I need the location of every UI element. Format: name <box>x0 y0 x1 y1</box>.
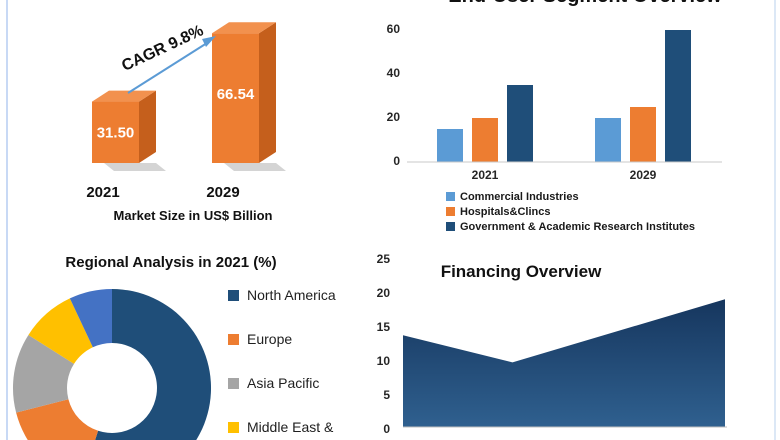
bar-side-face <box>139 90 156 163</box>
y-tick-label: 20 <box>386 110 400 124</box>
market-size-svg: 31.50 66.54 <box>92 22 286 171</box>
legend-item: North America <box>228 287 336 303</box>
y-tick-label: 5 <box>383 388 390 402</box>
cagr-arrow-head <box>202 36 216 47</box>
grouped-bar <box>472 118 498 162</box>
bar-value-label: 31.50 <box>97 125 135 142</box>
legend-label: Commercial Industries <box>460 190 579 203</box>
legend-item: Europe <box>228 331 292 347</box>
end-user-svg <box>407 30 722 163</box>
regional-title: Regional Analysis in 2021 (%) <box>65 254 277 271</box>
bar-top-face <box>92 90 156 102</box>
donut-slice <box>28 298 93 364</box>
grouped-bar <box>630 107 656 162</box>
legend-swatch <box>228 421 239 433</box>
grouped-bar <box>507 85 533 162</box>
y-tick-label: 0 <box>393 154 400 168</box>
end-user-legend: Commercial Industries Hospitals&Clincs Gov… <box>446 189 695 234</box>
cagr-arrow <box>127 42 208 94</box>
financing-area-svg <box>403 299 727 428</box>
financing-title: Financing Overview <box>440 262 602 281</box>
legend-item: Government & Academic Research Institute… <box>446 219 695 234</box>
bar-shadow <box>224 163 286 171</box>
bar-value-label: 66.54 <box>217 86 255 103</box>
legend-item: Commercial Industries <box>446 189 695 204</box>
legend-label: Hospitals&Clincs <box>460 205 551 218</box>
legend-label: Middle East & <box>247 419 334 435</box>
y-tick-label: 25 <box>376 252 390 266</box>
legend-label: North America <box>247 287 336 303</box>
y-tick-label: 20 <box>376 286 390 300</box>
legend-item: Middle East & <box>228 419 333 435</box>
grouped-bar <box>437 129 463 162</box>
end-user-category-labels: 2021 2029 <box>405 168 725 184</box>
end-user-title: End-User Segment Overview <box>425 0 745 8</box>
right-border-line <box>774 0 776 440</box>
area-fill <box>403 299 725 427</box>
legend-swatch <box>228 289 239 301</box>
bar-shadow <box>104 163 166 171</box>
donut-slice <box>16 399 99 440</box>
donut-slice <box>95 289 212 440</box>
market-size-caption: Market Size in US$ Billion <box>113 208 273 223</box>
legend-swatch <box>446 222 455 231</box>
legend-item: Hospitals&Clincs <box>446 204 695 219</box>
donut-slice <box>12 334 75 413</box>
y-tick-label: 15 <box>376 320 390 334</box>
donut-slice <box>69 289 112 348</box>
category-label: 2029 <box>629 168 657 182</box>
bar-side-face <box>259 22 276 164</box>
bar-top-face <box>212 22 276 34</box>
legend-swatch <box>446 192 455 201</box>
bar-front-face <box>212 33 259 163</box>
legend-label: Asia Pacific <box>247 375 320 391</box>
legend-swatch <box>228 377 239 389</box>
legend-swatch <box>446 207 455 216</box>
legend-swatch <box>228 333 239 345</box>
grouped-bar <box>665 30 691 162</box>
bar-front-face <box>92 101 139 163</box>
end-user-title-clipped: End-User Segment Overview <box>425 0 745 8</box>
y-tick-label: 0 <box>383 422 390 436</box>
legend-label: Government & Academic Research Institute… <box>460 220 695 233</box>
category-label: 2021 <box>86 184 120 201</box>
end-user-y-axis: 0 20 40 60 <box>370 20 400 168</box>
legend-item: Asia Pacific <box>228 375 319 391</box>
y-tick-label: 40 <box>386 66 400 80</box>
grouped-bar <box>595 118 621 162</box>
financing-y-axis: 25 20 15 10 5 0 <box>358 252 390 438</box>
left-border-line <box>6 0 8 440</box>
regional-donut-svg <box>12 289 212 440</box>
y-tick-label: 10 <box>376 354 390 368</box>
y-tick-label: 60 <box>386 22 400 36</box>
category-label: 2029 <box>206 184 240 201</box>
legend-label: Europe <box>247 331 293 347</box>
category-label: 2021 <box>471 168 499 182</box>
